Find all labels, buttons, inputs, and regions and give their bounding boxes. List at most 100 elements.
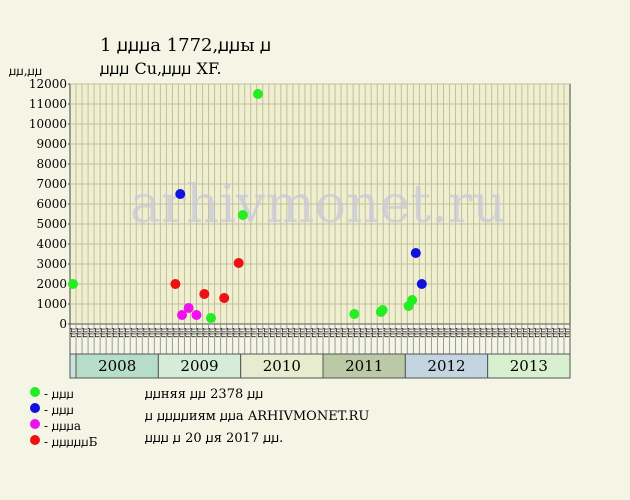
month-label: ꙡꙡ <box>449 328 458 338</box>
month-label: ꙡꙡ <box>364 328 373 338</box>
chart-title-line2: ꙡꙡꙡ Cu,ꙡꙡꙡ XF. <box>100 59 222 78</box>
year-label: 2011 <box>345 357 383 375</box>
month-label: ꙡꙡ <box>563 328 572 338</box>
month-label: ꙡꙡ <box>376 328 385 338</box>
month-label: ꙡꙡ <box>159 328 168 338</box>
y-tick-label: 3000 <box>36 257 67 271</box>
month-label: ꙡꙡ <box>292 328 301 338</box>
y-tick-label: 12000 <box>29 77 67 91</box>
month-label: ꙡꙡ <box>455 328 464 338</box>
data-points <box>68 89 427 323</box>
month-label: ꙡꙡ <box>322 328 331 338</box>
year-bands: 2008 2009 2010 2011 2012 2013 <box>69 353 571 379</box>
chart-title-line1: 1 ꙡꙡꙡа 1772,ꙡꙡы ꙡ <box>100 35 272 56</box>
month-label: ꙡꙡ <box>497 328 506 338</box>
data-point <box>177 310 188 320</box>
month-labels: ꙡꙡꙡꙡꙡꙡꙡꙡꙡꙡꙡꙡꙡꙡꙡꙡꙡꙡꙡꙡꙡꙡꙡꙡꙡꙡꙡꙡꙡꙡꙡꙡꙡꙡꙡꙡꙡꙡꙡꙡ… <box>69 323 572 355</box>
month-label: ꙡꙡ <box>515 328 524 338</box>
month-label: ꙡꙡ <box>358 328 367 338</box>
month-label: ꙡꙡ <box>153 328 162 338</box>
data-point <box>410 248 421 258</box>
legend-dot-magenta <box>30 419 40 429</box>
legend-dot-blue <box>30 403 40 413</box>
month-label: ꙡꙡ <box>509 328 518 338</box>
y-tick-label: 2000 <box>36 277 67 291</box>
data-point <box>183 303 194 313</box>
month-label: ꙡꙡ <box>430 328 439 338</box>
month-label: ꙡꙡ <box>226 328 235 338</box>
month-label: ꙡꙡ <box>117 328 126 338</box>
month-label: ꙡꙡ <box>491 328 500 338</box>
year-label: 2012 <box>427 357 465 375</box>
data-point <box>349 309 360 319</box>
note-line-3: ꙡꙡꙡ ꙡ 20 ꙡя 2017 ꙡꙡ. <box>145 431 284 446</box>
month-label: ꙡꙡ <box>274 328 283 338</box>
data-point <box>205 313 216 323</box>
y-tick-label: 4000 <box>36 237 67 251</box>
month-label: ꙡꙡ <box>123 328 132 338</box>
year-label: 2010 <box>263 357 301 375</box>
month-label: ꙡꙡ <box>196 328 205 338</box>
month-label: ꙡꙡ <box>208 328 217 338</box>
month-label: ꙡꙡ <box>352 328 361 338</box>
note-line-1: ꙡꙡняя ꙡꙡ 2378 ꙡꙡ <box>145 387 264 402</box>
y-tick-label: 1000 <box>36 297 67 311</box>
y-tick-label: 8000 <box>36 157 67 171</box>
month-label: ꙡꙡ <box>328 328 337 338</box>
month-label: ꙡꙡ <box>93 328 102 338</box>
month-label: ꙡꙡ <box>443 328 452 338</box>
month-label: ꙡꙡ <box>316 328 325 338</box>
grid-lines <box>70 83 570 325</box>
month-label: ꙡꙡ <box>503 328 512 338</box>
month-label: ꙡꙡ <box>183 328 192 338</box>
data-point <box>416 279 427 289</box>
month-label: ꙡꙡ <box>467 328 476 338</box>
year-label: 2008 <box>98 357 136 375</box>
month-label: ꙡꙡ <box>250 328 259 338</box>
month-label: ꙡꙡ <box>521 328 530 338</box>
month-label: ꙡꙡ <box>256 328 265 338</box>
month-label: ꙡꙡ <box>129 328 138 338</box>
data-point <box>377 305 388 315</box>
month-label: ꙡꙡ <box>346 328 355 338</box>
month-label: ꙡꙡ <box>171 328 180 338</box>
note-line-2: ꙡ ꙡꙡꙡꙡиям ꙡꙡа ARHIVMONET.RU <box>145 409 370 424</box>
year-band <box>69 353 77 379</box>
year-label: 2009 <box>180 357 218 375</box>
month-label: ꙡꙡ <box>539 328 548 338</box>
year-band <box>240 353 324 379</box>
y-axis-unit-label: ꙡꙡ,ꙡꙡ <box>9 64 43 78</box>
month-label: ꙡꙡ <box>286 328 295 338</box>
month-label: ꙡꙡ <box>244 328 253 338</box>
month-label: ꙡꙡ <box>268 328 277 338</box>
legend-label-blue: - ꙡꙡꙡ <box>44 403 74 417</box>
data-point <box>68 279 79 289</box>
data-point <box>199 289 210 299</box>
month-label: ꙡꙡ <box>214 328 223 338</box>
y-axis-ticks: 0 1000 2000 3000 4000 5000 6000 7000 8000 9000 100… <box>29 77 70 331</box>
month-label: ꙡꙡ <box>400 328 409 338</box>
year-band <box>75 353 159 379</box>
month-label: ꙡꙡ <box>81 328 90 338</box>
year-band <box>322 353 406 379</box>
data-point <box>175 189 186 199</box>
y-tick-label: 6000 <box>36 197 67 211</box>
year-label: 2013 <box>510 357 548 375</box>
month-label: ꙡꙡ <box>388 328 397 338</box>
watermark: arhivmonet.ru <box>130 175 506 235</box>
data-point <box>237 210 248 220</box>
data-point <box>170 279 181 289</box>
month-label: ꙡꙡ <box>527 328 536 338</box>
month-label: ꙡꙡ <box>232 328 241 338</box>
month-label: ꙡꙡ <box>238 328 247 338</box>
month-label: ꙡꙡ <box>69 328 78 338</box>
y-tick-label: 11000 <box>29 97 67 111</box>
month-label: ꙡꙡ <box>262 328 271 338</box>
year-band <box>487 353 571 379</box>
data-point <box>407 295 418 305</box>
month-label: ꙡꙡ <box>298 328 307 338</box>
month-label: ꙡꙡ <box>310 328 319 338</box>
legend-label-red: - ꙡꙡꙡꙡꙡБ <box>44 435 98 449</box>
month-label: ꙡꙡ <box>189 328 198 338</box>
month-label: ꙡꙡ <box>177 328 186 338</box>
